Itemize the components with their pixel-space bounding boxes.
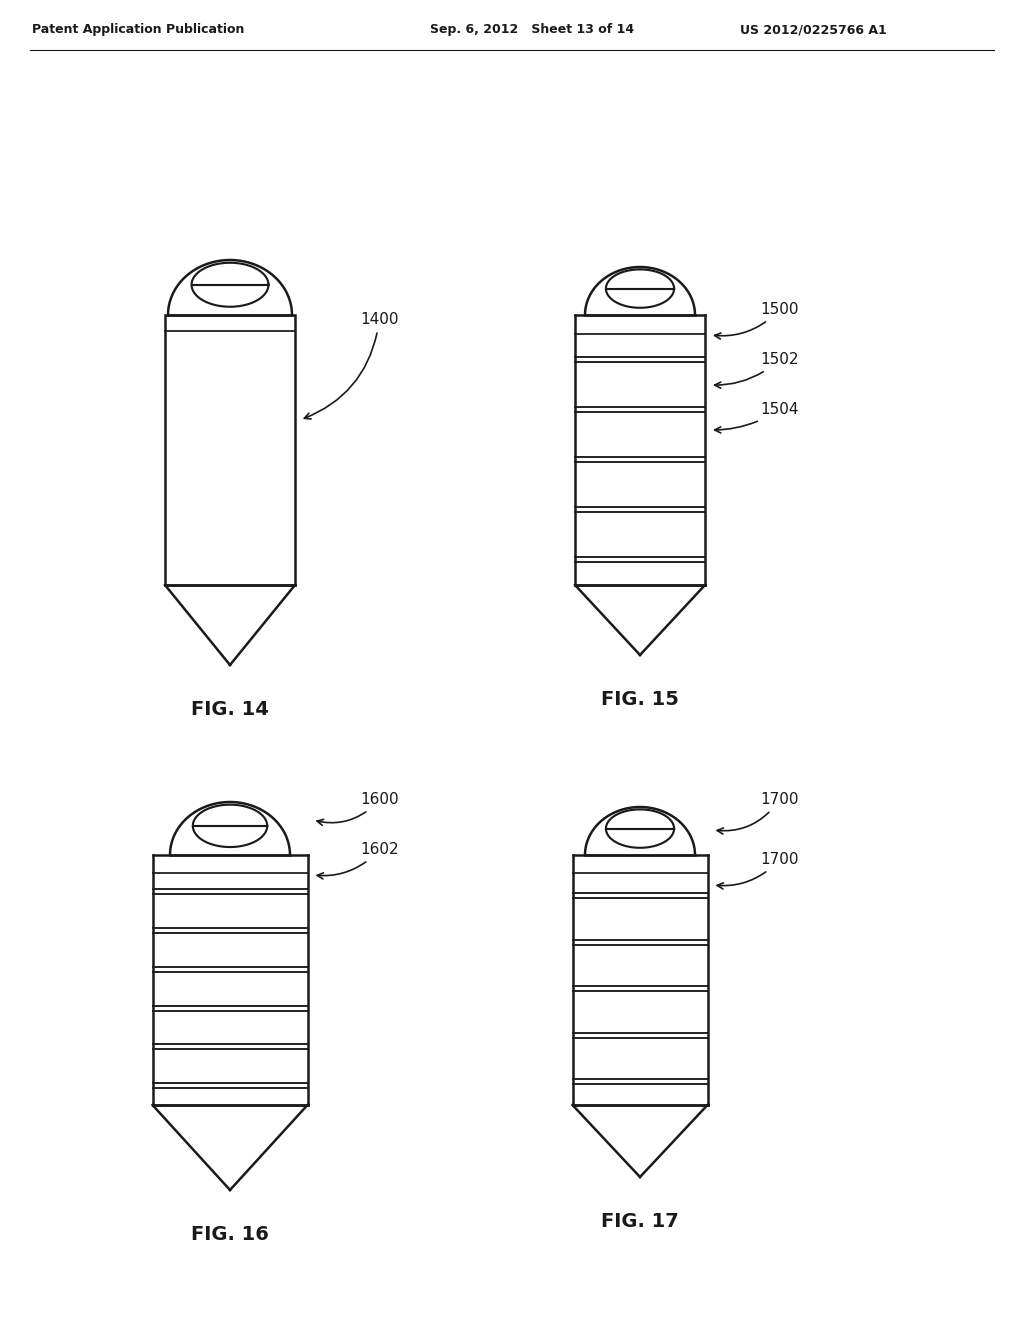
Text: 1400: 1400 [304, 313, 398, 418]
Text: 1500: 1500 [715, 302, 799, 339]
Text: US 2012/0225766 A1: US 2012/0225766 A1 [740, 24, 887, 37]
Text: FIG. 16: FIG. 16 [191, 1225, 269, 1243]
Text: Patent Application Publication: Patent Application Publication [32, 24, 245, 37]
Text: 1504: 1504 [715, 403, 799, 433]
Text: Sep. 6, 2012   Sheet 13 of 14: Sep. 6, 2012 Sheet 13 of 14 [430, 24, 634, 37]
Text: 1602: 1602 [317, 842, 398, 879]
Text: 1502: 1502 [715, 352, 799, 388]
Text: 1600: 1600 [317, 792, 398, 825]
Text: FIG. 17: FIG. 17 [601, 1212, 679, 1232]
Text: 1700: 1700 [717, 792, 799, 834]
Text: FIG. 14: FIG. 14 [191, 700, 269, 719]
Text: 1700: 1700 [717, 853, 799, 888]
Text: FIG. 15: FIG. 15 [601, 690, 679, 709]
